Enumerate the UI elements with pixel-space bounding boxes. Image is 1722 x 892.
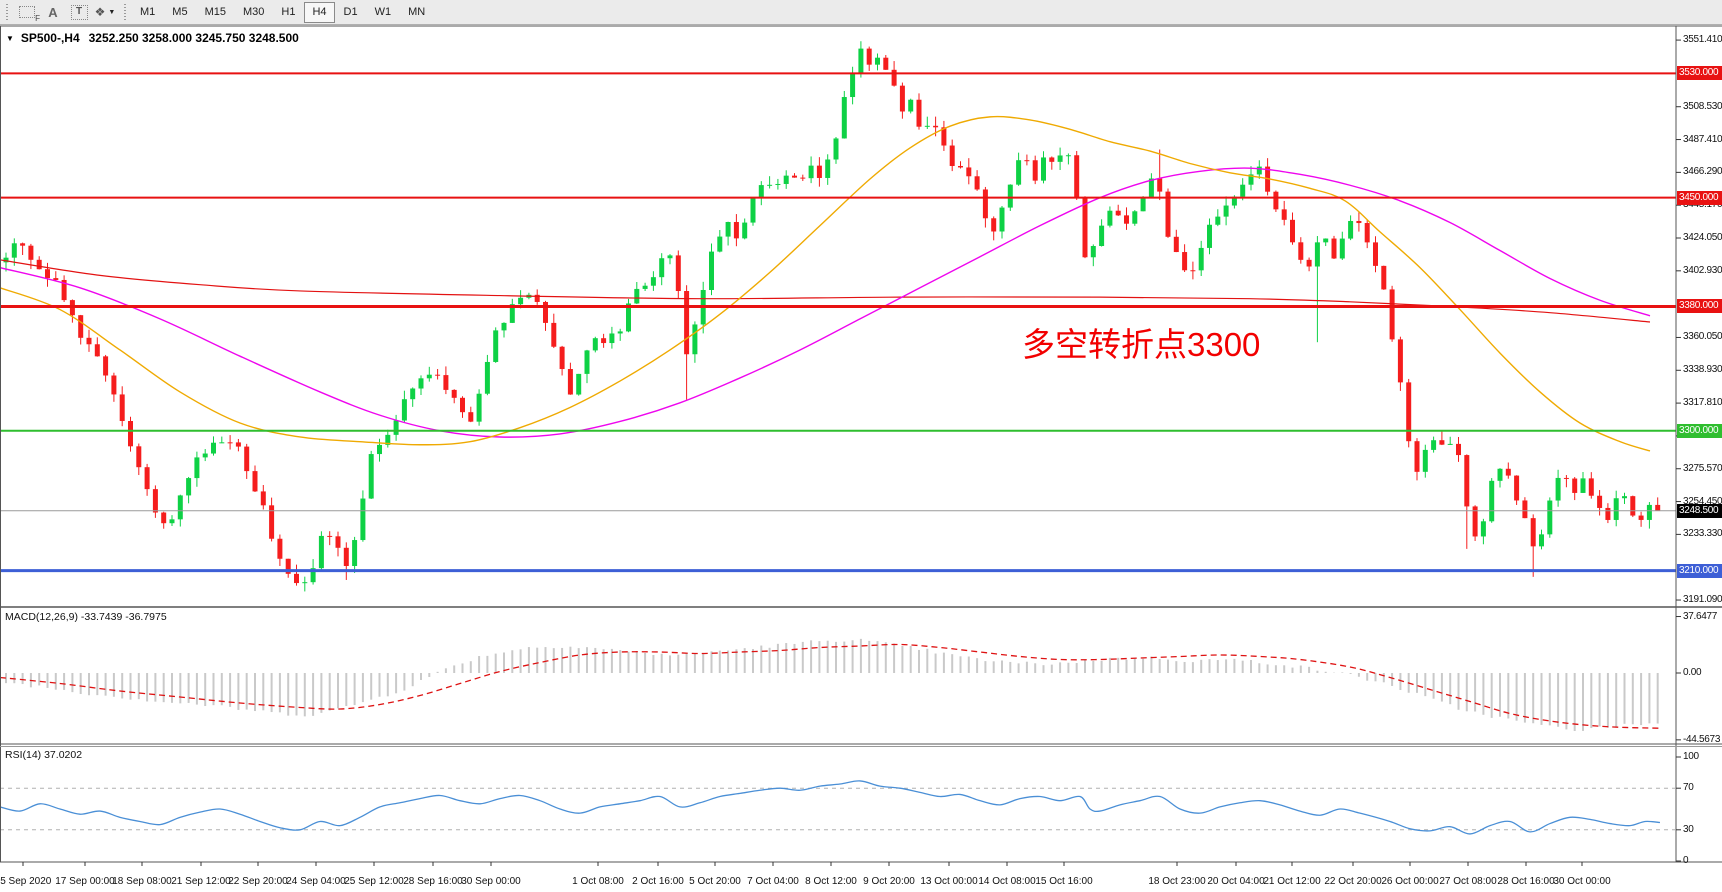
chevron-down-icon: ▼ — [108, 8, 116, 16]
timeframe-button-w1[interactable]: W1 — [374, 6, 392, 18]
timeframe-button-d1[interactable]: D1 — [343, 6, 358, 18]
price-annotation: 多空转折点3300 — [1022, 326, 1261, 363]
collapse-arrow-icon[interactable]: ▼ — [6, 33, 14, 43]
timeframe-toolbar: M1 M5 M15 M30 H1 H4 D1 W1 MN — [132, 1, 434, 23]
macd-label: MACD(12,26,9) -33.7439 -36.7975 — [5, 611, 167, 623]
text-tool-button[interactable]: T — [66, 2, 92, 22]
symbol-period-label: SP500-,H4 — [20, 31, 80, 45]
timeframe-button-m30[interactable]: M30 — [242, 6, 265, 18]
toolbar-drag-handle[interactable] — [4, 4, 10, 20]
rsi-label: RSI(14) 37.0202 — [5, 749, 83, 761]
text-tool-icon: T — [70, 4, 88, 20]
shapes-tool-button[interactable]: ❖ ▼ — [92, 2, 118, 22]
grid-icon: F — [19, 6, 40, 23]
snap-grid-tool-button[interactable]: F — [14, 2, 40, 23]
timeframe-button-mn[interactable]: MN — [408, 6, 426, 18]
timeframe-button-m15[interactable]: M15 — [204, 6, 226, 18]
timeframe-button-h4[interactable]: H4 — [304, 1, 335, 23]
timeframe-button-h1[interactable]: H1 — [281, 6, 296, 18]
timeframe-button-m5[interactable]: M5 — [172, 6, 188, 18]
shapes-icon: ❖ — [94, 5, 106, 19]
rsi-pane[interactable] — [0, 780, 1676, 835]
timeframe-drag-handle[interactable] — [122, 4, 128, 20]
arrow-tool-button[interactable]: A — [40, 2, 66, 22]
main-chart-pane[interactable] — [0, 41, 1661, 592]
chart-title: ▼ SP500-,H4 3252.250 3258.000 3245.750 3… — [6, 31, 299, 45]
timeframe-button-m1[interactable]: M1 — [140, 6, 156, 18]
toolbar: F A T ❖ ▼ M1 M5 M15 M30 H1 H4 D1 W1 MN — [0, 0, 1722, 25]
ohlc-values: 3252.250 3258.000 3245.750 3248.500 — [88, 31, 299, 45]
arrow-tool-icon: A — [48, 4, 58, 20]
macd-pane[interactable] — [0, 638, 1661, 731]
